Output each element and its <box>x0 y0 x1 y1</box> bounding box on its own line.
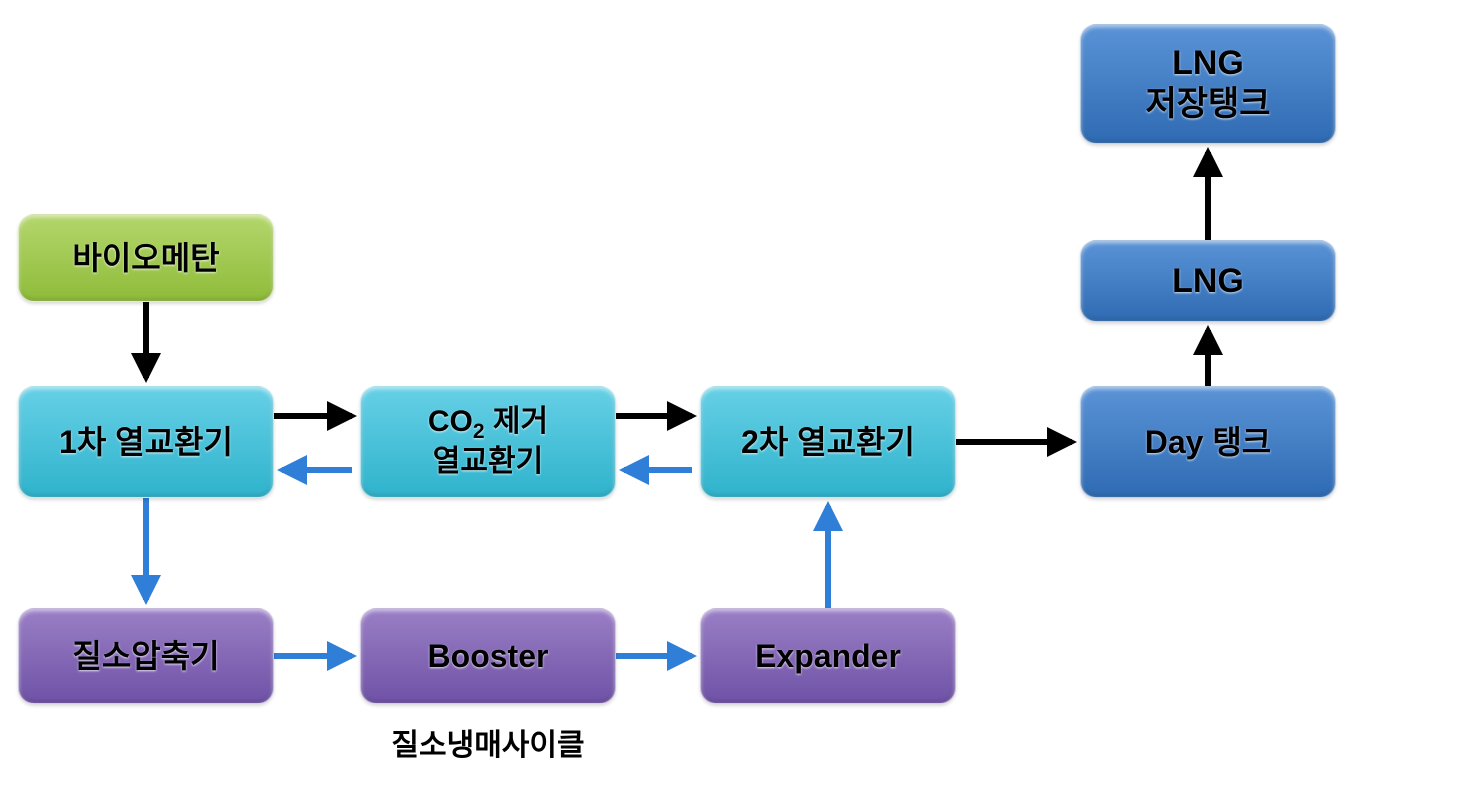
flowchart-canvas: 바이오메탄 1차 열교환기 CO2 제거열교환기 2차 열교환기 Day 탱크 LNG LN… <box>0 0 1477 812</box>
node-label: 질소압축기 <box>72 637 219 675</box>
node-label: 1차 열교환기 <box>59 423 233 461</box>
node-label: LNG <box>1172 261 1244 302</box>
node-daytank: Day 탱크 <box>1080 386 1336 498</box>
node-booster: Booster <box>360 608 616 704</box>
node-label: Expander <box>755 637 901 675</box>
caption-nitrogen-cycle: 질소냉매사이클 <box>360 720 616 764</box>
node-lng: LNG <box>1080 240 1336 322</box>
node-label: 2차 열교환기 <box>741 423 915 461</box>
node-hx2: 2차 열교환기 <box>700 386 956 498</box>
node-label: Day 탱크 <box>1145 423 1271 461</box>
node-biomethane: 바이오메탄 <box>18 214 274 302</box>
node-n2comp: 질소압축기 <box>18 608 274 704</box>
node-label: 바이오메탄 <box>72 239 219 277</box>
node-lngtank: LNG저장탱크 <box>1080 24 1336 144</box>
node-hx1: 1차 열교환기 <box>18 386 274 498</box>
node-co2hx: CO2 제거열교환기 <box>360 386 616 498</box>
node-expander: Expander <box>700 608 956 704</box>
node-label: Booster <box>428 637 549 675</box>
node-label: CO2 제거열교환기 <box>428 404 548 480</box>
node-label: LNG저장탱크 <box>1145 43 1270 125</box>
